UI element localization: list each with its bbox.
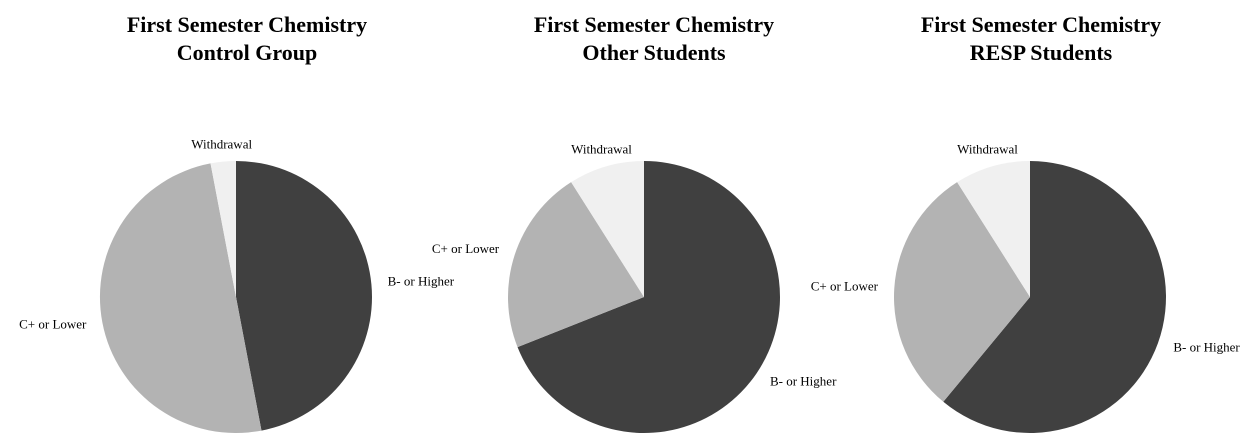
slice-label: Withdrawal <box>191 136 252 151</box>
chart-title: First Semester Chemistry <box>921 12 1161 37</box>
pie-slice <box>99 163 262 434</box>
slice-label: B- or Higher <box>770 374 837 389</box>
chart-title: First Semester Chemistry <box>127 12 367 37</box>
chart-subtitle: Control Group <box>177 40 317 65</box>
slice-label: B- or Higher <box>388 274 455 289</box>
slice-label: C+ or Lower <box>19 317 87 332</box>
pie-slice <box>571 161 644 297</box>
pie-slice <box>894 182 1030 402</box>
slice-label: C+ or Lower <box>432 241 500 256</box>
chart-title: First Semester Chemistry <box>534 12 774 37</box>
chart-subtitle: Other Students <box>582 40 726 65</box>
pie-slice <box>508 182 644 348</box>
chart-subtitle: RESP Students <box>970 40 1113 65</box>
slice-label: Withdrawal <box>957 142 1018 157</box>
slice-label: Withdrawal <box>571 142 632 157</box>
pie-slice <box>957 161 1030 297</box>
pie-slice <box>236 161 372 431</box>
slice-label: C+ or Lower <box>811 278 879 293</box>
pie-slice <box>210 161 236 297</box>
pie-slice <box>517 161 780 433</box>
slice-label: B- or Higher <box>1173 340 1240 355</box>
pie-slice <box>943 161 1166 434</box>
